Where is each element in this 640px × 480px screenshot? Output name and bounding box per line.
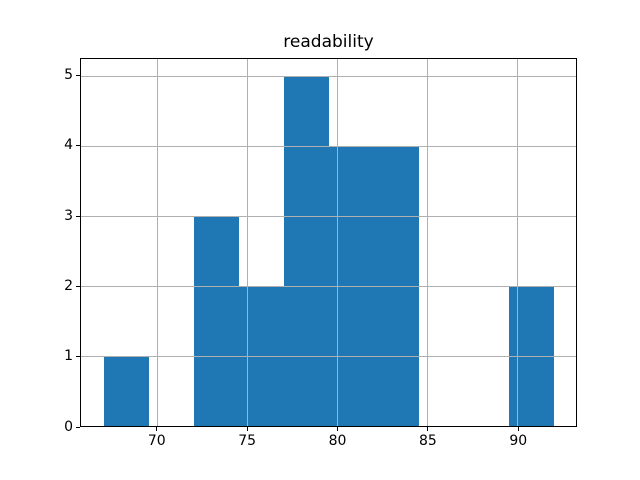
y-tick-label: 3 [64,207,73,224]
gridline-horizontal [81,75,576,77]
x-tick-label: 90 [509,433,528,449]
y-tick [76,75,80,77]
gridline-vertical [517,59,518,426]
y-tick-label: 4 [64,137,73,154]
x-tick [337,427,339,431]
gridline-horizontal [81,215,576,217]
y-tick [76,426,80,428]
histogram-bar [103,356,149,426]
gridline-vertical [337,59,338,426]
x-tick [246,427,248,431]
gridline-horizontal [81,425,576,426]
y-tick-label: 2 [64,277,73,294]
x-tick-label: 70 [147,433,166,449]
gridline-horizontal [81,355,576,357]
y-tick [76,215,80,217]
plot-area [80,58,577,427]
chart-title: readability [283,32,374,52]
x-tick-label: 80 [328,433,347,449]
y-tick [76,145,80,147]
y-tick-label: 0 [64,418,73,435]
x-tick [517,427,519,431]
gridline-vertical [157,59,158,426]
histogram-bar [193,216,239,426]
y-tick-label: 5 [64,67,73,84]
gridline-vertical [427,59,428,426]
x-tick [427,427,429,431]
x-tick-label: 75 [238,433,257,449]
y-tick-label: 1 [64,348,73,365]
y-tick [76,356,80,358]
x-tick [156,427,158,431]
y-tick [76,285,80,287]
gridline-vertical [247,59,248,426]
x-tick-label: 85 [418,433,437,449]
gridline-horizontal [81,285,576,287]
histogram-bar [283,76,329,426]
gridline-horizontal [81,145,576,147]
